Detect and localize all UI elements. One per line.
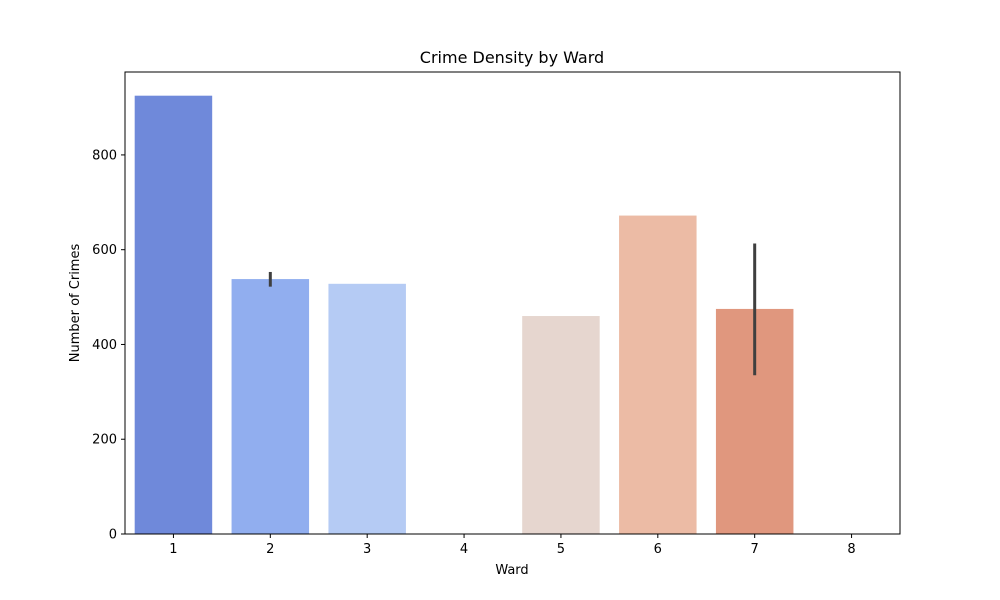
bar-ward-3 — [328, 283, 406, 534]
y-axis: 0 200 400 600 800 — [92, 148, 125, 543]
y-axis-label: Number of Crimes — [68, 244, 83, 363]
chart-title: Crime Density by Ward — [420, 48, 604, 67]
plot-frame — [124, 71, 901, 535]
x-axis-label: Ward — [495, 563, 528, 578]
y-tick-label-400: 400 — [92, 338, 117, 353]
bar-ward-6 — [619, 215, 697, 534]
x-tick-label-5: 5 — [557, 542, 565, 557]
x-tick-label-6: 6 — [654, 542, 662, 557]
bar-ward-1 — [134, 95, 213, 534]
x-tick-label-3: 3 — [363, 542, 371, 557]
x-axis: 1 2 3 4 5 6 7 8 — [169, 534, 856, 557]
y-tick-label-600: 600 — [92, 243, 117, 258]
x-tick-label-7: 7 — [751, 542, 759, 557]
x-tick-label-4: 4 — [460, 542, 468, 557]
bar-ward-5 — [522, 316, 600, 534]
y-tick-label-800: 800 — [92, 148, 117, 163]
bars-group — [134, 95, 794, 534]
x-tick-label-1: 1 — [169, 542, 177, 557]
x-tick-label-2: 2 — [266, 542, 274, 557]
bar-ward-2 — [231, 279, 310, 534]
x-tick-label-8: 8 — [847, 542, 855, 557]
error-bars-group — [268, 243, 757, 376]
y-tick-label-0: 0 — [109, 528, 117, 543]
y-tick-label-200: 200 — [92, 433, 117, 448]
